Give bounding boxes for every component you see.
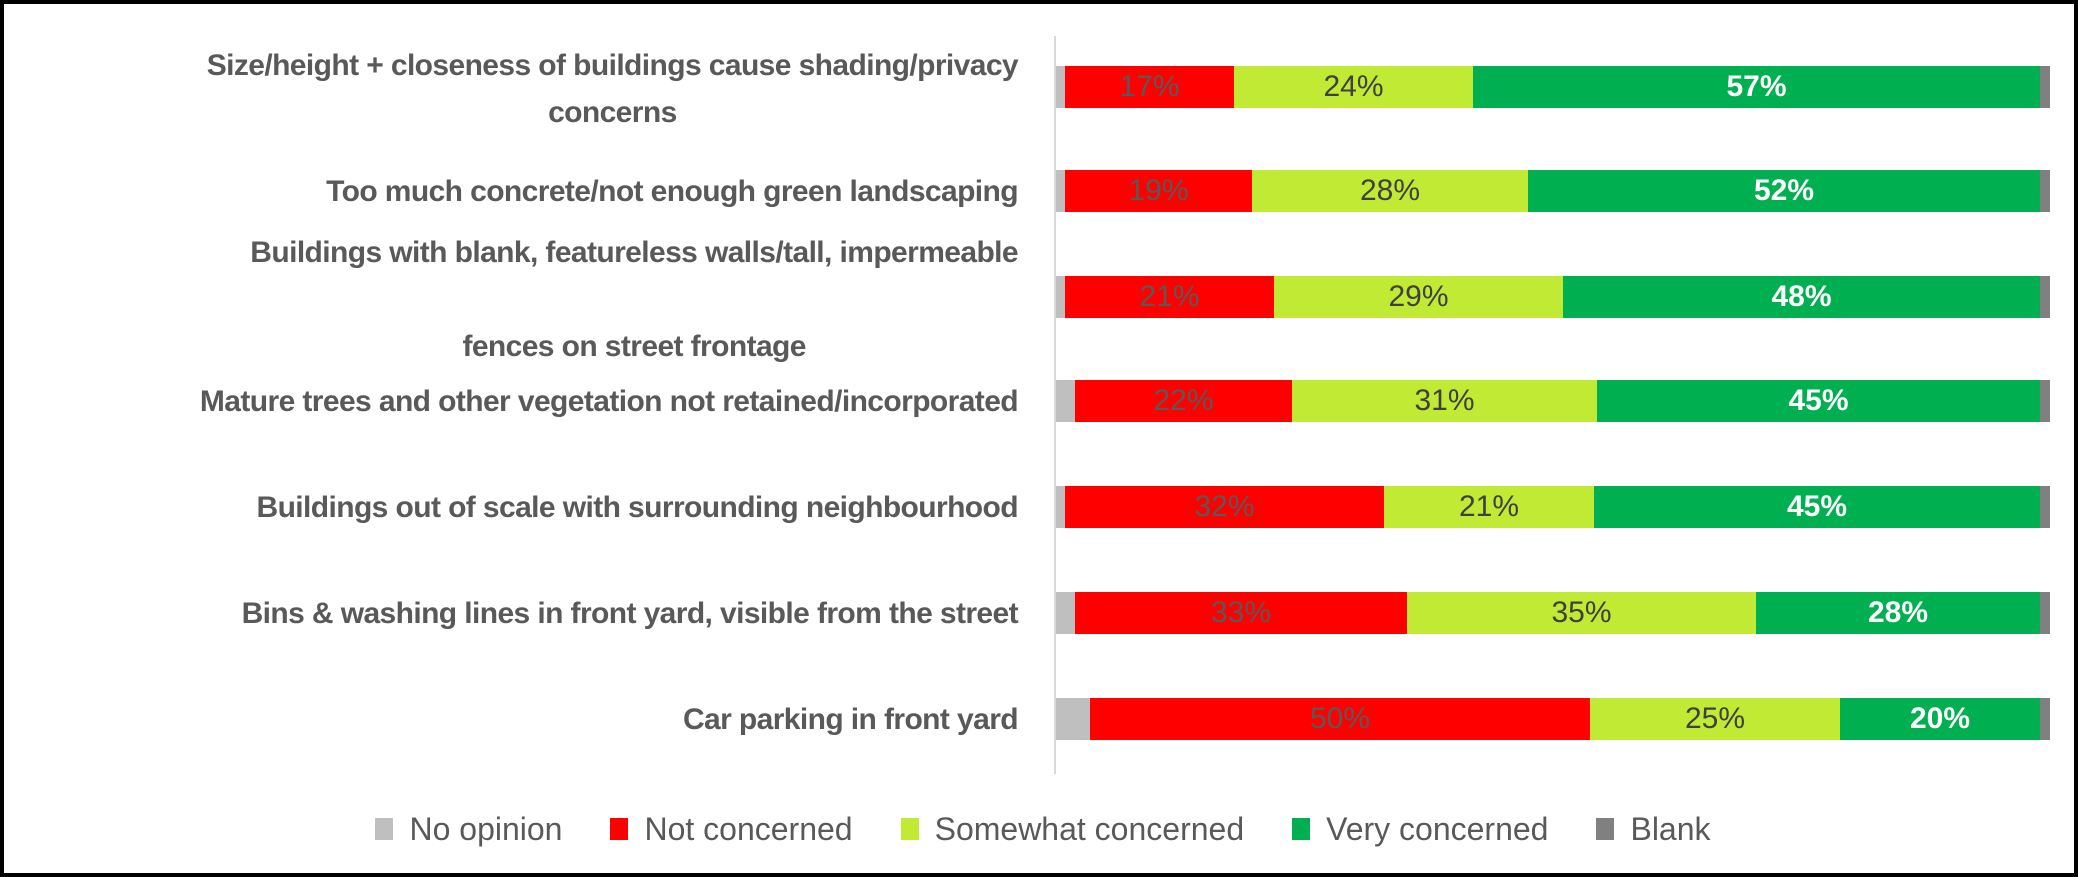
stacked-bar[interactable]: 50% 25% 20% bbox=[1056, 698, 2050, 740]
category-label: Bins & washing lines in front yard, visi… bbox=[18, 589, 1019, 637]
stacked-bar[interactable]: 33% 35% 28% bbox=[1056, 592, 2050, 634]
legend-label: Blank bbox=[1630, 810, 1711, 847]
category-label: Size/height + closeness of buildings cau… bbox=[18, 44, 1019, 134]
bar-segment-blank[interactable] bbox=[2040, 592, 2050, 634]
bar-segment-very-concerned[interactable]: 45% bbox=[1594, 486, 2040, 528]
chart-row: Car parking in front yard 50% 25% 20% bbox=[4, 698, 2078, 740]
bar-segment-very-concerned[interactable]: 20% bbox=[1840, 698, 2040, 740]
bar-segment-not-concerned[interactable]: 22% bbox=[1075, 380, 1292, 422]
bar-segment-blank[interactable] bbox=[2040, 170, 2050, 212]
bar-segment-no-opinion[interactable] bbox=[1056, 592, 1075, 634]
bar-segment-blank[interactable] bbox=[2040, 380, 2050, 422]
category-label: Mature trees and other vegetation not re… bbox=[18, 377, 1019, 425]
bar-segment-blank[interactable] bbox=[2040, 698, 2050, 740]
legend-label: Not concerned bbox=[644, 810, 853, 847]
legend-swatch-icon bbox=[1596, 818, 1615, 840]
stacked-bar[interactable]: 19% 28% 52% bbox=[1056, 170, 2050, 212]
chart-row: Too much concrete/not enough green lands… bbox=[4, 170, 2078, 212]
chart-row: Buildings out of scale with surrounding … bbox=[4, 486, 2078, 528]
chart-row: Buildings with blank, featureless walls/… bbox=[4, 236, 2078, 363]
bar-segment-somewhat-concerned[interactable]: 28% bbox=[1252, 170, 1528, 212]
category-label-line: Size/height + closeness of buildings cau… bbox=[206, 49, 1019, 82]
bar-segment-somewhat-concerned[interactable]: 31% bbox=[1292, 380, 1597, 422]
bar-segment-no-opinion[interactable] bbox=[1056, 276, 1065, 318]
legend-item-blank[interactable]: Blank bbox=[1596, 810, 1711, 848]
category-label-line: Buildings out of scale with surrounding … bbox=[256, 490, 1019, 524]
bar-segment-very-concerned[interactable]: 57% bbox=[1473, 66, 2040, 108]
category-label-line: concerns bbox=[548, 96, 677, 129]
stacked-bar[interactable]: 21% 29% 48% bbox=[1056, 276, 2050, 318]
chart-row: Bins & washing lines in front yard, visi… bbox=[4, 592, 2078, 634]
legend-swatch-icon bbox=[375, 818, 394, 840]
bar-segment-no-opinion[interactable] bbox=[1056, 698, 1090, 740]
legend-swatch-icon bbox=[610, 818, 629, 840]
bar-segment-not-concerned[interactable]: 21% bbox=[1065, 276, 1274, 318]
stacked-bar[interactable]: 22% 31% 45% bbox=[1056, 380, 2050, 422]
bar-segment-no-opinion[interactable] bbox=[1056, 380, 1075, 422]
category-label-line: Too much concrete/not enough green lands… bbox=[326, 174, 1019, 208]
bar-segment-no-opinion[interactable] bbox=[1056, 486, 1065, 528]
category-label-line: Bins & washing lines in front yard, visi… bbox=[241, 596, 1019, 630]
bar-segment-blank[interactable] bbox=[2040, 66, 2050, 108]
bar-segment-somewhat-concerned[interactable]: 29% bbox=[1274, 276, 1563, 318]
bar-segment-blank[interactable] bbox=[2040, 276, 2050, 318]
legend-swatch-icon bbox=[1292, 818, 1311, 840]
category-label: Too much concrete/not enough green lands… bbox=[18, 167, 1019, 215]
bar-segment-blank[interactable] bbox=[2040, 486, 2050, 528]
bar-segment-somewhat-concerned[interactable]: 24% bbox=[1234, 66, 1473, 108]
chart-row: Size/height + closeness of buildings cau… bbox=[4, 49, 2078, 129]
stacked-bar[interactable]: 32% 21% 45% bbox=[1056, 486, 2050, 528]
bar-segment-not-concerned[interactable]: 32% bbox=[1065, 486, 1384, 528]
category-label: Buildings out of scale with surrounding … bbox=[18, 483, 1019, 531]
chart-legend: No opinion Not concerned Somewhat concer… bbox=[4, 804, 2078, 854]
bar-segment-no-opinion[interactable] bbox=[1056, 170, 1065, 212]
category-label-line: fences on street frontage bbox=[462, 329, 806, 363]
bar-segment-very-concerned[interactable]: 45% bbox=[1597, 380, 2040, 422]
legend-label: Somewhat concerned bbox=[934, 810, 1245, 847]
bar-segment-no-opinion[interactable] bbox=[1056, 66, 1065, 108]
category-label-line: Mature trees and other vegetation not re… bbox=[199, 384, 1019, 418]
category-label: Car parking in front yard bbox=[18, 695, 1019, 743]
stacked-bar[interactable]: 17% 24% 57% bbox=[1056, 66, 2050, 108]
legend-item-not-concerned[interactable]: Not concerned bbox=[610, 810, 853, 848]
legend-swatch-icon bbox=[900, 818, 919, 840]
legend-item-somewhat-concerned[interactable]: Somewhat concerned bbox=[900, 810, 1245, 848]
bar-segment-somewhat-concerned[interactable]: 35% bbox=[1407, 592, 1756, 634]
category-label-line: Buildings with blank, featureless walls/… bbox=[250, 235, 1018, 269]
legend-item-very-concerned[interactable]: Very concerned bbox=[1292, 811, 1548, 848]
legend-label: Very concerned bbox=[1326, 810, 1549, 847]
category-label-line: Car parking in front yard bbox=[682, 702, 1019, 736]
bar-segment-very-concerned[interactable]: 28% bbox=[1756, 592, 2040, 634]
bar-segment-not-concerned[interactable]: 17% bbox=[1065, 66, 1234, 108]
bar-segment-somewhat-concerned[interactable]: 21% bbox=[1384, 486, 1594, 528]
bar-segment-somewhat-concerned[interactable]: 25% bbox=[1590, 698, 1840, 740]
category-label: Buildings with blank, featureless walls/… bbox=[18, 236, 1018, 363]
chart-row: Mature trees and other vegetation not re… bbox=[4, 380, 2078, 422]
bar-segment-not-concerned[interactable]: 50% bbox=[1090, 698, 1590, 740]
bar-segment-very-concerned[interactable]: 52% bbox=[1528, 170, 2040, 212]
legend-label: No opinion bbox=[409, 810, 563, 847]
bar-segment-not-concerned[interactable]: 19% bbox=[1065, 170, 1252, 212]
category-axis-line bbox=[1054, 36, 1056, 774]
bar-segment-not-concerned[interactable]: 33% bbox=[1075, 592, 1407, 634]
legend-item-no-opinion[interactable]: No opinion bbox=[375, 811, 562, 848]
bar-segment-very-concerned[interactable]: 48% bbox=[1563, 276, 2040, 318]
